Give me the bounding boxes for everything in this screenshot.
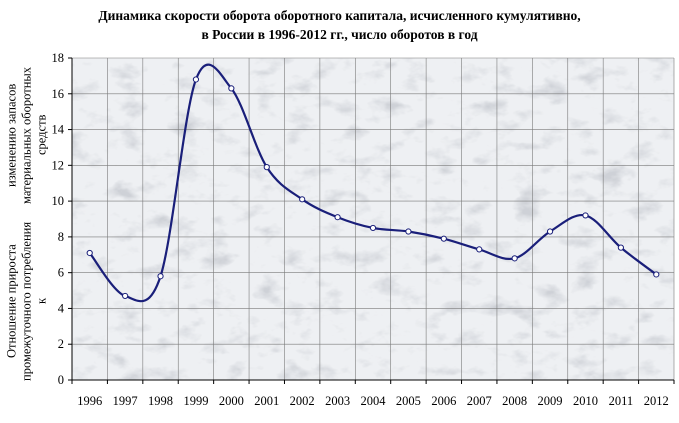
data-point xyxy=(192,76,200,83)
chart-title-line-1: Динамика скорости оборота оборотного кап… xyxy=(98,8,581,23)
x-tick-label: 1997 xyxy=(113,394,138,408)
data-point xyxy=(511,255,518,262)
x-tick-label: 2006 xyxy=(431,394,456,408)
data-point xyxy=(617,244,624,251)
x-tick-label: 2003 xyxy=(325,394,350,408)
x-tick-label: 2012 xyxy=(644,394,669,408)
x-tick-label: 2001 xyxy=(254,394,279,408)
y-tick-label: 10 xyxy=(52,194,65,208)
data-point xyxy=(476,246,483,253)
y-tick-label: 2 xyxy=(58,337,64,351)
y-tick-label: 12 xyxy=(52,158,65,172)
data-point xyxy=(653,271,660,278)
x-tick-label: 2007 xyxy=(467,394,492,408)
x-tick-label: 2004 xyxy=(361,394,387,408)
data-point xyxy=(546,228,554,235)
data-point xyxy=(86,249,93,257)
x-tick-label: 2008 xyxy=(502,394,527,408)
x-tick-label: 2009 xyxy=(538,394,563,408)
y-tick-label: 6 xyxy=(58,266,64,280)
y-tick-label: 16 xyxy=(52,87,65,101)
plot-area: 0 2 4 6 8 10 12 14 16 18 1996 1997 1998 1999 2000 2001 2… xyxy=(52,51,675,408)
data-point xyxy=(263,164,270,171)
data-point xyxy=(405,228,412,235)
y-tick-label: 8 xyxy=(58,230,64,244)
x-tick-label: 2005 xyxy=(396,394,421,408)
data-point xyxy=(334,214,341,221)
y-tick-label: 4 xyxy=(58,301,65,315)
chart-title-line-2: в России в 1996-2012 гг., число оборотов… xyxy=(201,27,478,42)
data-point xyxy=(157,273,164,280)
x-tick-label: 2002 xyxy=(290,394,315,408)
x-tick-label: 2000 xyxy=(219,394,244,408)
chart-title: Динамика скорости оборота оборотного кап… xyxy=(0,6,679,44)
data-point xyxy=(369,224,377,232)
x-tick-label: 2010 xyxy=(573,394,598,408)
x-tick-label: 2011 xyxy=(609,394,634,408)
x-tick-label: 1996 xyxy=(77,394,102,408)
y-tick-label: 0 xyxy=(58,373,64,387)
y-tick-label: 14 xyxy=(52,123,65,137)
plot-background xyxy=(72,58,674,380)
data-point xyxy=(582,212,589,219)
data-point xyxy=(122,292,129,300)
y-tick-label: 18 xyxy=(52,51,65,65)
data-point xyxy=(299,196,306,203)
data-point xyxy=(440,235,447,242)
data-point xyxy=(228,85,235,92)
x-tick-label: 1998 xyxy=(148,394,173,408)
x-tick-label: 1999 xyxy=(183,394,208,408)
